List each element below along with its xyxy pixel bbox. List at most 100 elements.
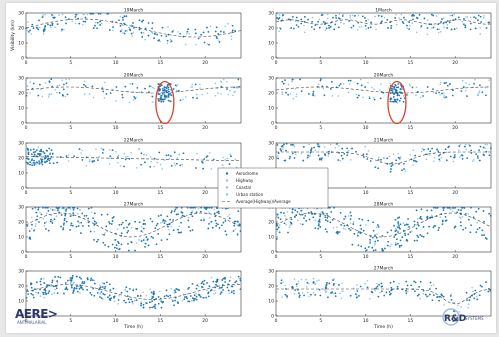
- scatter-point: [372, 229, 375, 232]
- scatter-point: [43, 225, 46, 227]
- scatter-point: [142, 32, 145, 34]
- mean-line: [25, 212, 242, 238]
- x-tick-label: 10: [363, 125, 369, 131]
- scatter-point: [374, 242, 376, 245]
- scatter-point: [219, 30, 222, 33]
- scatter-point: [478, 294, 481, 297]
- scatter-point: [47, 155, 49, 157]
- scatter-point: [157, 83, 160, 85]
- scatter-point: [89, 230, 92, 233]
- scatter-point: [395, 243, 397, 246]
- scatter-point: [346, 147, 349, 150]
- scatter-point: [217, 92, 219, 95]
- scatter-point: [478, 149, 480, 152]
- scatter-point: [208, 285, 211, 288]
- scatter-point: [36, 27, 38, 29]
- scatter-point: [318, 279, 320, 281]
- scatter-point: [86, 277, 89, 280]
- scatter-point: [334, 147, 336, 149]
- scatter-point: [443, 97, 446, 99]
- scatter-point: [417, 224, 420, 227]
- scatter-point: [430, 209, 433, 212]
- scatter-point: [412, 159, 415, 162]
- scatter-point: [218, 227, 221, 229]
- scatter-point: [138, 221, 141, 224]
- scatter-point: [370, 21, 372, 24]
- scatter-point: [416, 239, 419, 242]
- scatter-point: [372, 221, 375, 224]
- scatter-point: [32, 82, 35, 85]
- scatter-point: [140, 152, 143, 155]
- scatter-point: [328, 206, 331, 209]
- scatter-point: [360, 26, 363, 28]
- scatter-point: [179, 99, 182, 102]
- scatter-point: [468, 143, 470, 146]
- x-tick-label: 20: [202, 318, 208, 324]
- scatter-point: [35, 161, 38, 164]
- scatter-point: [29, 92, 32, 94]
- scatter-point: [195, 287, 198, 290]
- scatter-point: [340, 154, 343, 157]
- scatter-point: [74, 22, 77, 25]
- scatter-point: [479, 15, 482, 18]
- scatter-point: [383, 16, 386, 19]
- scatter-point: [373, 98, 376, 101]
- scatter-point: [90, 206, 93, 209]
- scatter-point: [100, 291, 103, 293]
- scatter-point: [352, 221, 355, 223]
- scatter-point: [96, 240, 98, 243]
- scatter-point: [397, 242, 399, 245]
- scatter-point: [138, 148, 140, 151]
- scatter-point: [123, 153, 126, 155]
- scatter-point: [107, 296, 109, 299]
- scatter-point: [202, 283, 205, 286]
- scatter-point: [452, 19, 454, 22]
- scatter-point: [393, 86, 396, 89]
- scatter-point: [303, 24, 305, 27]
- scatter-point: [126, 155, 129, 158]
- scatter-point: [202, 31, 205, 34]
- scatter-point: [41, 163, 44, 166]
- scatter-point: [182, 152, 185, 155]
- scatter-point: [282, 281, 284, 284]
- scatter-point: [360, 245, 363, 248]
- scatter-point: [80, 221, 83, 224]
- scatter-point: [60, 30, 63, 32]
- scatter-point: [337, 17, 340, 20]
- scatter-point: [26, 162, 29, 164]
- scatter-point: [469, 231, 472, 234]
- scatter-point: [416, 17, 419, 20]
- scatter-point: [142, 223, 145, 225]
- scatter-point: [459, 217, 462, 219]
- scatter-point: [344, 216, 347, 219]
- scatter-point: [87, 221, 90, 224]
- scatter-point: [29, 161, 32, 163]
- scatter-point: [114, 246, 116, 249]
- scatter-point: [169, 92, 172, 95]
- scatter-point: [56, 91, 58, 94]
- scatter-point: [404, 234, 407, 237]
- scatter-point: [54, 26, 57, 29]
- scatter-point: [30, 33, 33, 35]
- scatter-point: [45, 149, 48, 152]
- scatter-point: [399, 97, 402, 100]
- scatter-point: [369, 235, 372, 238]
- scatter-point: [280, 211, 282, 214]
- scatter-point: [323, 146, 326, 148]
- scatter-point: [65, 286, 68, 289]
- scatter-point: [98, 155, 101, 158]
- scatter-point: [377, 167, 380, 170]
- scatter-point: [53, 16, 56, 19]
- scatter-point: [128, 101, 131, 104]
- scatter-point: [42, 33, 45, 35]
- y-tick-label: 20: [18, 284, 24, 290]
- scatter-point: [436, 148, 438, 151]
- scatter-point: [353, 287, 355, 290]
- scatter-point: [377, 14, 380, 17]
- scatter-point: [38, 162, 41, 165]
- scatter-point: [178, 225, 181, 228]
- scatter-point: [329, 221, 332, 224]
- scatter-point: [300, 18, 303, 21]
- scatter-point: [33, 229, 35, 232]
